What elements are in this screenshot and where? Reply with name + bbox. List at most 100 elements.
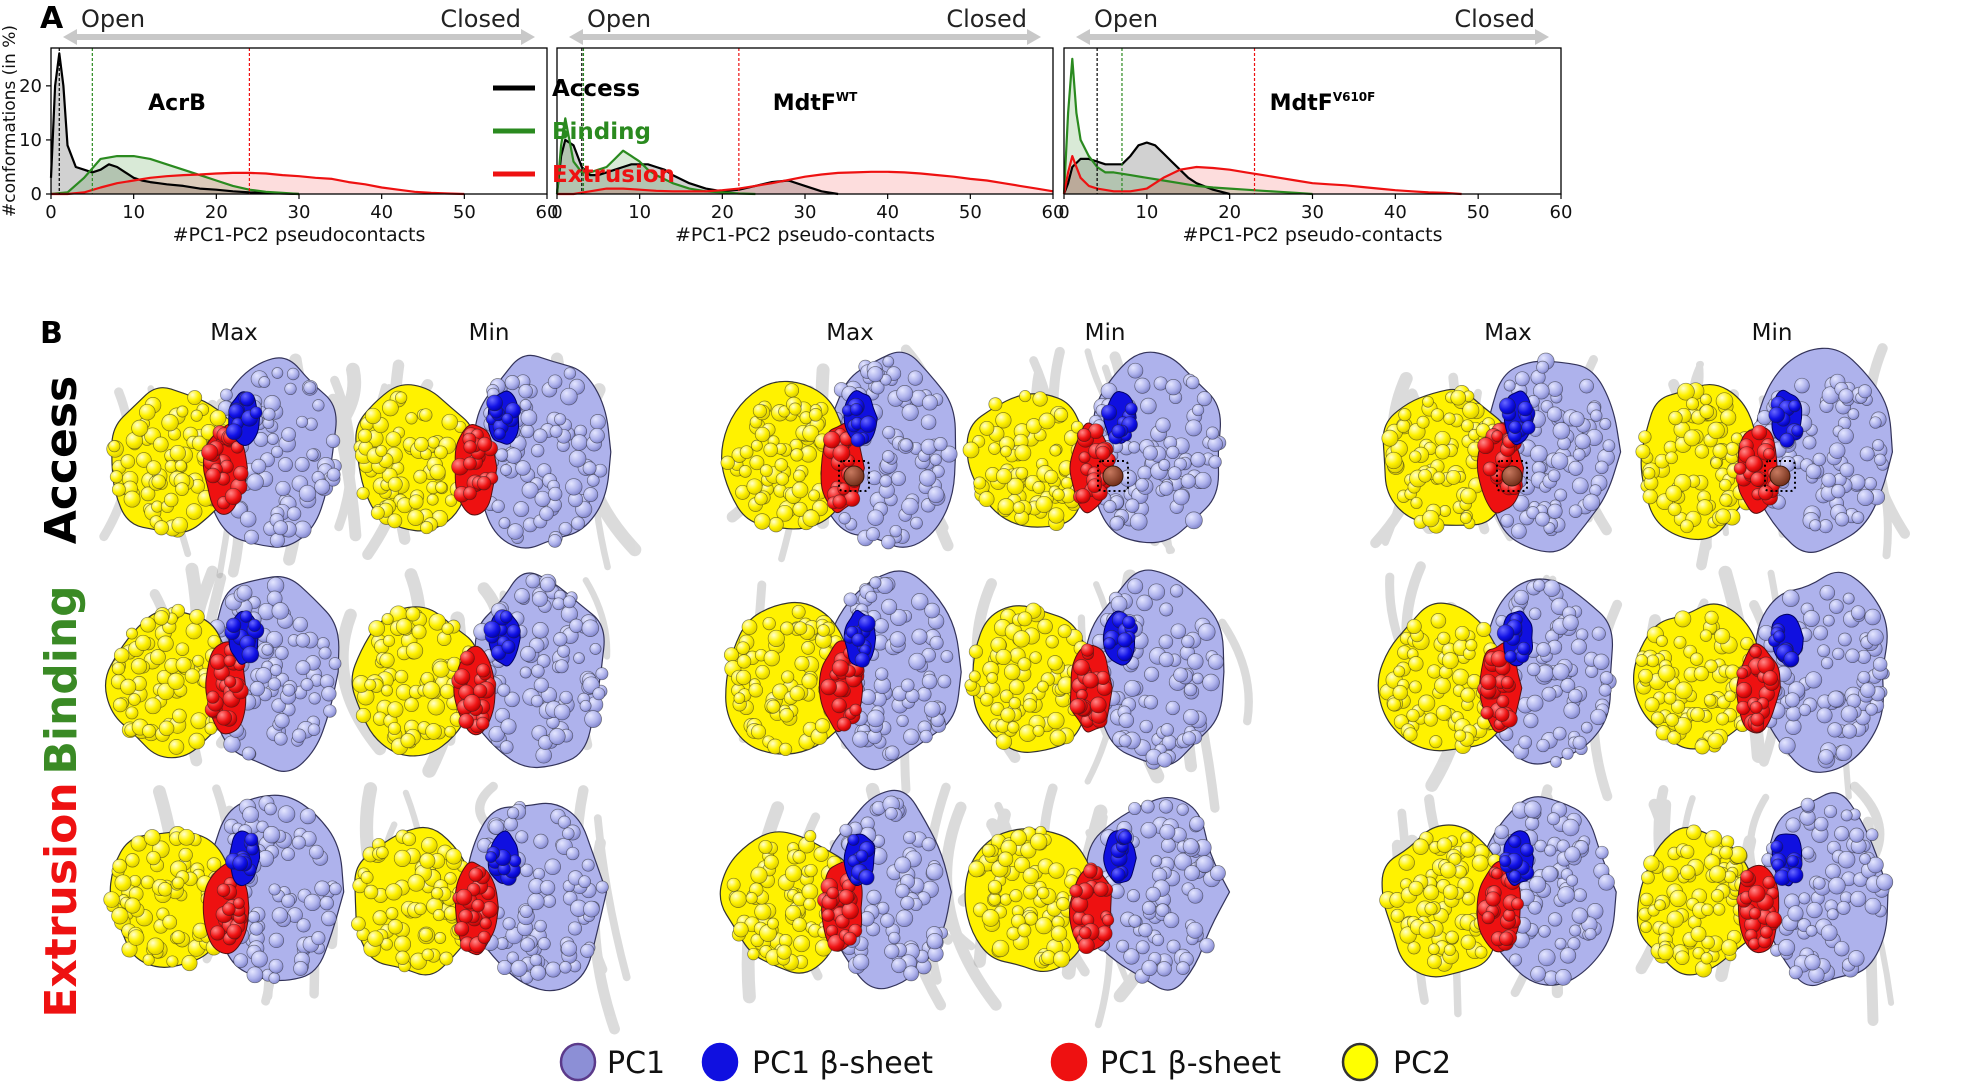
structure-access-min	[1635, 343, 1911, 571]
x-tick-label: 50	[1467, 202, 1490, 223]
blue-sheet-atoms	[225, 391, 263, 441]
series-fill-extrusion	[557, 171, 1053, 194]
open-closed-arrow: Open Closed	[63, 5, 535, 45]
structure-extrusion-max	[103, 784, 345, 1006]
x-tick-label: 10	[628, 202, 651, 223]
red-sheet-atoms	[210, 877, 248, 946]
pc2-atoms	[964, 602, 1096, 750]
arrow-head-right	[1027, 29, 1041, 45]
series-line-access	[49, 52, 300, 196]
red-sheet-atoms	[1477, 866, 1524, 951]
open-label: Open	[81, 5, 145, 33]
closed-label: Closed	[1454, 5, 1535, 33]
blue-sheet-atoms	[1496, 613, 1531, 664]
legend-circle-3	[1341, 1042, 1379, 1082]
blue-sheet-atoms	[1103, 611, 1139, 662]
structure-extrusion-min	[1635, 781, 1895, 1026]
x-axis-label: #PC1-PC2 pseudocontacts	[173, 224, 426, 246]
closed-label: Closed	[440, 5, 521, 33]
x-tick-label: 30	[1301, 202, 1324, 223]
highlighted-residue	[1769, 465, 1791, 487]
highlighted-residue	[843, 465, 865, 487]
blue-sheet-atoms	[483, 609, 521, 661]
x-axis-label: #PC1-PC2 pseudo-contacts	[675, 224, 935, 246]
arrow-shaft	[73, 34, 525, 40]
x-tick-label: 20	[711, 202, 734, 223]
structure-binding-min	[1633, 565, 1890, 800]
chart-2: Open Closed 0 10 20 30 40 50 60 #PC1-PC2 pseudo-c…	[551, 5, 1064, 246]
blue-sheet-atoms	[1498, 397, 1536, 443]
open-label: Open	[587, 5, 651, 33]
legend-label-3: PC2	[1393, 1046, 1451, 1081]
red-sheet-atoms	[1073, 423, 1116, 504]
closed-label: Closed	[946, 5, 1027, 33]
series-line-extrusion	[51, 171, 465, 196]
x-tick-label: 30	[794, 202, 817, 223]
series-fill-access	[1064, 142, 1230, 194]
x-tick-label: 20	[1218, 202, 1241, 223]
open-closed-arrow: Open Closed	[1076, 5, 1549, 45]
legend-label-2: PC1 β-sheet	[1100, 1046, 1281, 1081]
x-tick-label: 50	[959, 202, 982, 223]
blue-sheet-atoms	[485, 846, 522, 886]
blue-sheet-atoms	[1110, 828, 1133, 883]
bottom-legend: PC1 PC1 β-sheet PC1 β-sheet PC2	[559, 1042, 1451, 1082]
panel-label-a: A	[40, 1, 64, 36]
legend-label-1: PC1 β-sheet	[752, 1046, 933, 1081]
x-tick-label: 40	[370, 202, 393, 223]
series-legend: Access Binding Extrusion	[493, 76, 675, 188]
legend-circle-1	[701, 1042, 739, 1082]
row-header-binding: Binding	[36, 585, 87, 774]
row-header-access: Access	[36, 376, 87, 544]
column-header-max: Max	[210, 320, 258, 346]
structure-binding-max	[1377, 561, 1623, 802]
red-sheet-atoms	[1733, 424, 1781, 506]
x-tick-label: 60	[1042, 202, 1065, 223]
structure-grid	[99, 343, 1911, 1035]
legend-circle-2	[1050, 1042, 1088, 1082]
legend-label-extrusion: Extrusion	[552, 162, 675, 188]
structure-binding-min	[964, 569, 1253, 813]
blue-sheet-atoms	[1770, 840, 1804, 886]
open-closed-arrow: Open Closed	[569, 5, 1041, 45]
x-tick-label: 0	[1058, 202, 1069, 223]
arrow-head-left	[1076, 29, 1090, 45]
row-header-extrusion: Extrusion	[36, 782, 87, 1017]
series-line-extrusion	[1062, 155, 1462, 196]
structure-binding-max	[723, 570, 962, 795]
legend-circle-0	[559, 1042, 597, 1082]
structure-extrusion-min	[957, 783, 1231, 1029]
x-tick-label: 0	[45, 202, 56, 223]
series-fill-access	[51, 53, 299, 195]
row-headers: Access Binding Extrusion	[36, 376, 87, 1018]
arrow-shaft	[1086, 34, 1539, 40]
x-tick-label: 50	[453, 202, 476, 223]
x-tick-label: 20	[205, 202, 228, 223]
highlighted-residue	[1102, 465, 1124, 487]
panel-label-b: B	[40, 316, 63, 351]
x-tick-label: 10	[122, 202, 145, 223]
chart-title-superscript: V610F	[1333, 90, 1376, 104]
red-sheet-atoms	[1069, 643, 1113, 729]
structure-extrusion-max	[719, 782, 1002, 1011]
series-fill-extrusion	[1064, 156, 1462, 194]
series-fill-binding	[1064, 58, 1313, 194]
arrow-head-left	[569, 29, 583, 45]
arrow-head-left	[63, 29, 77, 45]
y-tick-label: 0	[31, 184, 42, 205]
residue-highlight-box	[1764, 460, 1796, 492]
pc2-atoms	[1381, 385, 1507, 534]
x-tick-label: 40	[1384, 202, 1407, 223]
chart-title-main: MdtF	[773, 91, 836, 116]
red-sheet-atoms	[451, 427, 499, 503]
red-sheet-atoms	[817, 872, 863, 952]
x-axis-label: #PC1-PC2 pseudo-contacts	[1182, 224, 1442, 246]
structure-access-min	[353, 352, 642, 571]
open-label: Open	[1094, 5, 1158, 33]
chart-title: MdtFV610F	[1270, 90, 1376, 116]
blue-sheet-atoms	[841, 397, 877, 448]
structure-extrusion-max	[1379, 784, 1617, 1018]
